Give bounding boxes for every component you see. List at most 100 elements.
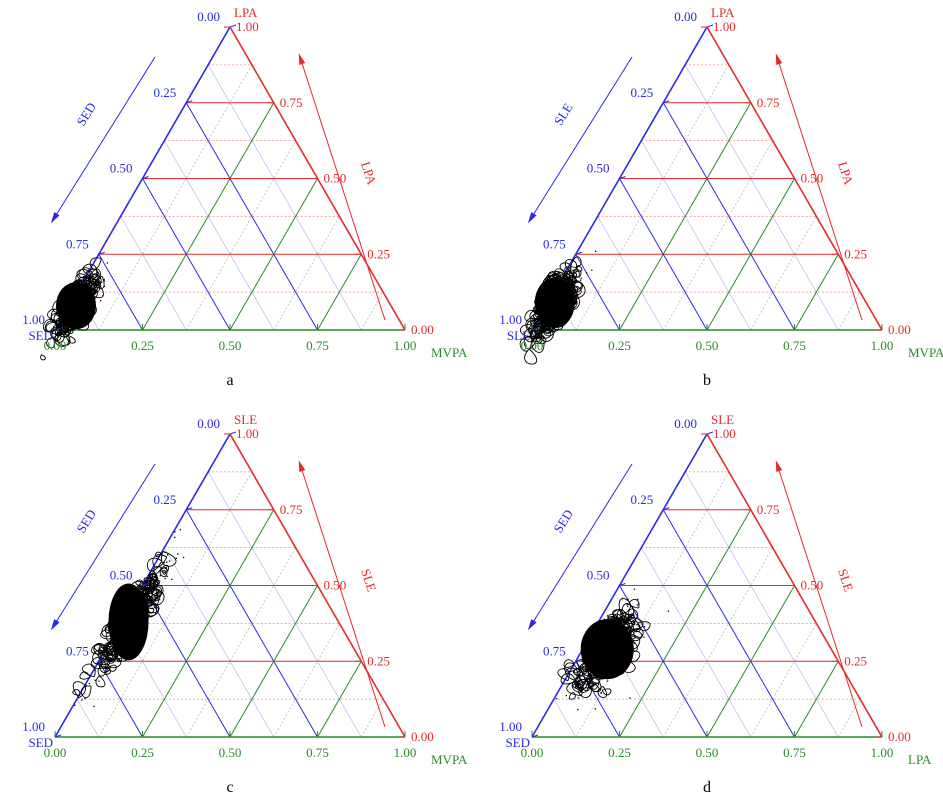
data-point [641, 634, 644, 636]
data-point [66, 316, 68, 318]
grid-bottom [706, 585, 795, 738]
left-axis-arrow [52, 56, 156, 221]
left-tick [531, 734, 539, 738]
right-tick-label: 0.50 [324, 578, 347, 593]
data-point [568, 268, 570, 270]
left-tick-label: 0.50 [587, 161, 610, 176]
data-point [78, 289, 81, 291]
data-point [70, 324, 72, 326]
data-point [547, 314, 549, 316]
minor-grid-bottom [273, 216, 340, 331]
data-point [621, 663, 624, 665]
data-point [563, 291, 565, 293]
data-point [151, 590, 153, 592]
data-point [636, 604, 638, 606]
data-point [92, 283, 94, 285]
data-point [587, 655, 590, 657]
data-point [71, 316, 73, 318]
grid-bottom [142, 102, 275, 331]
data-point [610, 630, 612, 632]
data-point [60, 321, 62, 324]
data-point [153, 567, 155, 569]
data-point [71, 308, 73, 310]
data-point [132, 626, 134, 629]
data-point [135, 598, 137, 601]
data-point [126, 626, 128, 628]
data-point [175, 557, 178, 560]
data-point [110, 654, 112, 656]
data-point [603, 643, 605, 645]
data-point [100, 658, 102, 660]
data-point [99, 665, 101, 667]
data-point [557, 305, 559, 307]
data-point [75, 318, 77, 320]
grid-left [185, 509, 318, 738]
data-point [79, 307, 81, 310]
data-point [603, 659, 605, 661]
minor-grid-left [597, 216, 664, 331]
data-point [130, 607, 132, 609]
data-point [615, 627, 617, 630]
data-point [551, 315, 553, 317]
data-point [106, 647, 109, 650]
right-axis-title: SLE [835, 567, 856, 594]
data-point [567, 284, 569, 286]
left-tick [142, 176, 149, 179]
data-point [88, 682, 91, 685]
right-arrowhead [775, 53, 783, 65]
data-point [150, 589, 152, 591]
data-point [138, 625, 140, 627]
data-point [556, 295, 558, 297]
data-point [540, 325, 543, 327]
data-point [141, 595, 143, 597]
data-point [98, 680, 100, 682]
data-point [74, 301, 77, 303]
data-point [79, 305, 81, 308]
data-point [621, 597, 624, 600]
left-axis-title: SLE [551, 100, 576, 128]
data-point [82, 315, 84, 317]
data-point [85, 684, 87, 686]
right-tick-label: 1.00 [713, 19, 736, 34]
right-tick-label: 0.00 [888, 729, 911, 744]
bottom-tick-label: 0.25 [131, 338, 154, 353]
data-point [98, 284, 101, 287]
data-point [136, 610, 139, 612]
data-point [155, 593, 157, 595]
data-point [134, 614, 136, 616]
data-point [82, 316, 84, 319]
left-tick-label: 0.25 [154, 85, 177, 100]
data-point [598, 688, 600, 691]
data-point [554, 314, 557, 316]
data-point [601, 622, 603, 625]
bottom-tick-label: 0.00 [44, 338, 67, 353]
left-vertex-label: SED [505, 735, 530, 750]
data-point [596, 640, 599, 642]
data-point [74, 309, 76, 311]
data-point [585, 272, 588, 274]
bottom-vertex-label: MVPA [431, 752, 468, 767]
data-point [569, 288, 571, 290]
data-point [84, 279, 87, 281]
data-point [63, 323, 66, 326]
data-point [121, 621, 124, 624]
data-point [613, 632, 615, 634]
minor-grid-left [207, 471, 362, 738]
data-point [562, 293, 564, 296]
data-point [564, 293, 566, 296]
data-point [572, 260, 574, 262]
density-core [580, 619, 634, 680]
data-point [138, 596, 141, 599]
data-point [164, 577, 166, 580]
data-point [131, 604, 133, 607]
data-point [627, 647, 629, 649]
left-vertex-label: SED [28, 735, 53, 750]
left-tick-label: 0.25 [631, 85, 654, 100]
data-point [153, 584, 155, 587]
data-point [85, 285, 87, 287]
left-axis-title: SED [550, 507, 576, 536]
left-tick [142, 583, 149, 586]
data-point [88, 294, 90, 297]
data-point [94, 669, 96, 671]
data-point [110, 642, 112, 644]
